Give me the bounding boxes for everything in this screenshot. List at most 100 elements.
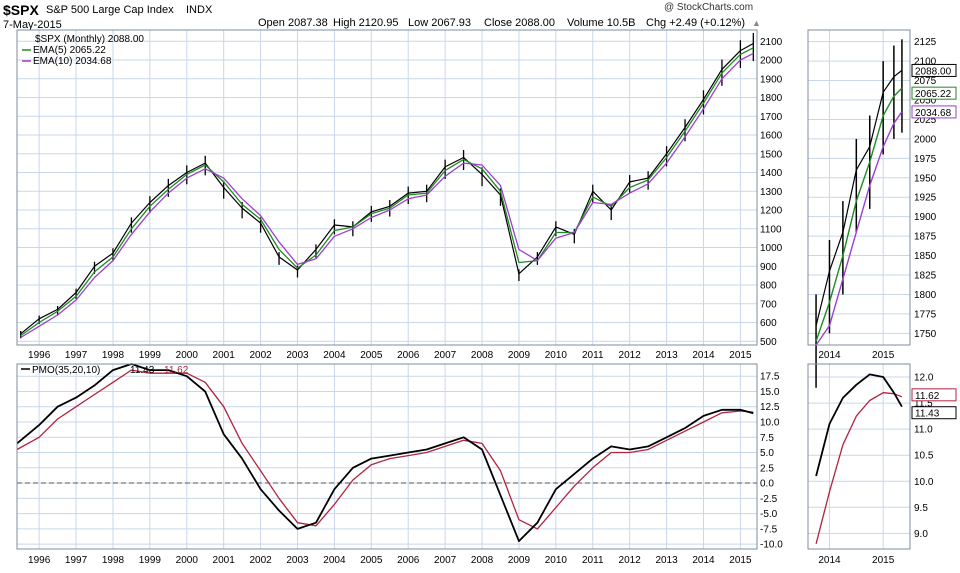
pmo-x-tick-label: 2005 [360,555,383,566]
price-y-tick-label: 1900 [760,74,783,85]
pmo-y-tick-label: 15.0 [760,387,780,398]
price-x-tick-label: 2014 [692,350,715,361]
pmo-x-tick-label: 2011 [582,555,604,566]
pmo-y-tick-label: 0.0 [760,479,774,490]
zoom-ema5-line [815,87,903,342]
legend-ema10: EMA(10) 2034.68 [33,56,112,67]
zoom-pmo-y-tick-label: 9.5 [914,503,928,514]
zoom-price-close-tag-box [911,63,957,77]
price-x-tick-label: 2009 [508,350,531,361]
zoom-price-y-tick-label: 1750 [914,329,937,340]
pmo-y-tick-label: 17.5 [760,372,780,383]
zoom-pmo-panel-frame [807,363,911,550]
price-y-tick-label: 1000 [760,243,783,254]
change-arrow-icon: ▲ [752,18,761,28]
ema10-line [20,52,754,339]
pmo-x-tick-label: 1999 [139,555,162,566]
price-x-tick-label: 2003 [286,350,309,361]
pmo-x-tick-label: 1998 [102,555,125,566]
price-y-tick-label: 700 [760,299,777,310]
zoom-pmo-y-tick-label: 11.0 [914,425,933,436]
zoom-price-x-tick-label: 2014 [818,350,841,361]
zoom-price-y-tick-label: 1850 [914,251,937,262]
pmo-y-tick-label: 7.5 [760,433,774,444]
chart-exchange: INDX [186,4,213,16]
zoom-ema10-line [815,111,903,346]
zoom-price-y-tick-label: 1775 [914,309,937,320]
pmo-x-tick-label: 1997 [65,555,88,566]
price-y-tick-label: 900 [760,262,777,273]
zoom-price-y-tick-label: 2025 [914,115,937,126]
pmo-x-tick-label: 2009 [508,555,531,566]
zoom-price-y-tick-label: 1825 [914,271,937,282]
price-x-tick-label: 1996 [28,350,51,361]
zoom-pmo-y-tick-label: 9.0 [914,529,928,540]
legend-ema5: EMA(5) 2065.22 [33,45,106,56]
pmo-x-tick-label: 2003 [286,555,309,566]
price-y-tick-label: 1400 [760,168,783,179]
price-x-tick-label: 1997 [65,350,88,361]
price-y-tick-label: 1300 [760,187,783,198]
price-y-tick-label: 600 [760,318,777,329]
zoom-price-y-tick-label: 1800 [914,290,937,301]
low-value: Low 2067.93 [408,17,471,29]
price-y-tick-label: 1800 [760,93,783,104]
legend-pmo-signal: 11.62 [164,365,189,376]
change-value: Chg +2.49 (+0.12%) [646,17,746,29]
price-x-tick-label: 1999 [139,350,162,361]
zoom-price-y-tick-label: 1900 [914,212,937,223]
pmo-x-tick-label: 2015 [729,555,752,566]
zoom-price-line [815,69,903,326]
zoom-price-close-tag-label: 2088.00 [915,66,952,77]
zoom-price-y-tick-label: 2100 [914,57,937,68]
price-x-tick-label: 2008 [471,350,494,361]
pmo-x-tick-label: 1996 [28,555,51,566]
pmo-x-tick-label: 2001 [213,555,236,566]
zoom-price-y-tick-label: 1925 [914,193,937,204]
pmo-panel-frame [16,363,758,550]
zoom-price-panel-frame [807,29,911,346]
pmo-x-tick-label: 2002 [249,555,272,566]
zoom-price-x-tick-label: 2015 [872,350,895,361]
price-x-tick-label: 2015 [729,350,752,361]
pmo-x-tick-label: 2006 [397,555,420,566]
zoom-price-y-tick-label: 2050 [914,96,937,107]
price-x-tick-label: 2011 [582,350,604,361]
zoom-pmo-signal-line [815,392,903,544]
pmo-x-tick-label: 2014 [692,555,715,566]
zoom-pmo-value-tag-box [911,406,957,420]
pmo-x-tick-label: 2010 [545,555,568,566]
watermark: @ StockCharts.com [664,2,754,13]
price-x-tick-label: 1998 [102,350,125,361]
close-value: Close 2088.00 [484,17,555,29]
pmo-y-tick-label: 10.0 [760,418,780,429]
chart-name: S&P 500 Large Cap Index [46,4,174,16]
zoom-price-y-tick-label: 1975 [914,154,937,165]
chart-date: 7-May-2015 [3,19,62,31]
price-y-tick-label: 2100 [760,37,783,48]
zoom-price-y-tick-label: 1950 [914,173,937,184]
pmo-y-tick-label: 2.5 [760,463,774,474]
legend-pmo-label: PMO(35,20,10) [32,365,100,376]
pmo-signal-line [16,369,754,530]
price-y-tick-label: 500 [760,337,777,348]
price-y-tick-label: 1500 [760,149,783,160]
zoom-pmo-signal-tag-box [911,388,957,402]
price-line [20,42,754,335]
pmo-y-tick-label: -7.5 [760,524,778,535]
price-x-tick-label: 2000 [176,350,199,361]
pmo-x-tick-label: 2008 [471,555,494,566]
price-x-tick-label: 2001 [213,350,236,361]
price-x-tick-label: 2002 [249,350,272,361]
pmo-y-tick-label: -5.0 [760,509,778,520]
open-value: Open 2087.38 [258,17,328,29]
zoom-price-y-tick-label: 2125 [914,37,937,48]
zoom-pmo-y-tick-label: 11.5 [914,399,933,410]
price-panel-frame [16,29,758,346]
zoom-pmo-line [815,373,903,477]
pmo-y-tick-label: 5.0 [760,448,774,459]
pmo-y-tick-label: 12.5 [760,402,780,413]
legend-pmo-value: 11.43 [130,365,155,376]
zoom-ema10-tag-label: 2034.68 [915,108,952,119]
